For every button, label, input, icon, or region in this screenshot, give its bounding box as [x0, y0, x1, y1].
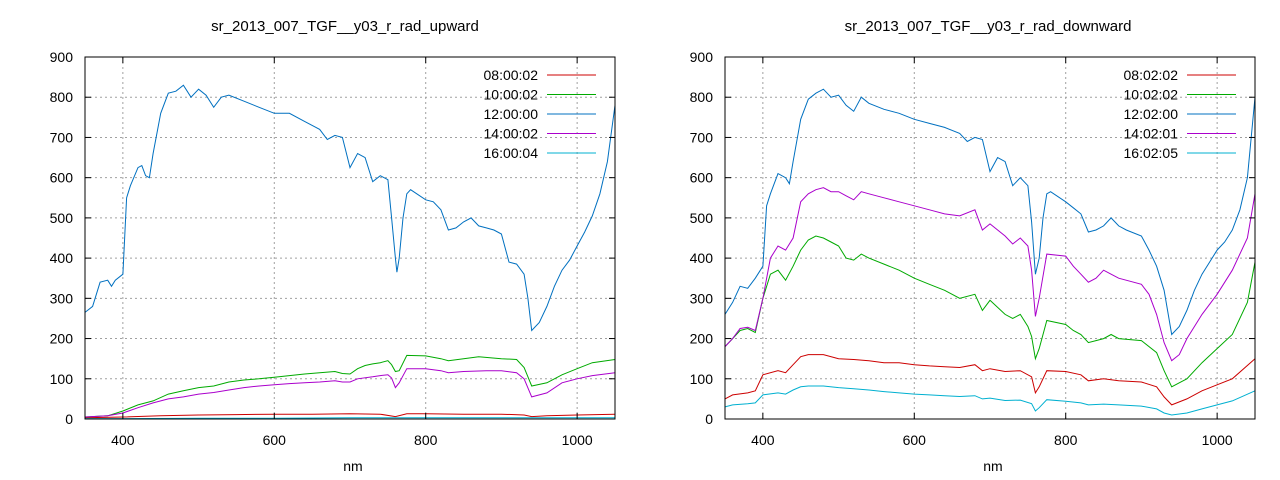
- y-tick-label: 200: [50, 331, 74, 347]
- y-tick-label: 700: [690, 129, 714, 145]
- y-tick-label: 0: [705, 411, 713, 427]
- legend-label: 14:02:01: [1124, 126, 1179, 142]
- legend-label: 16:02:05: [1124, 145, 1179, 161]
- legend-label: 08:00:02: [484, 67, 539, 83]
- x-tick-label: 400: [111, 432, 135, 448]
- y-tick-label: 400: [50, 250, 74, 266]
- plot-frame: [724, 56, 1256, 420]
- plot-frame: [84, 56, 616, 420]
- x-tick-label: 600: [903, 432, 927, 448]
- y-tick-label: 400: [690, 250, 714, 266]
- series-line-16-02-05: [724, 385, 1256, 416]
- series-line-08-02-02: [724, 354, 1256, 406]
- x-tick-label: 800: [414, 432, 438, 448]
- legend-label: 12:02:00: [1124, 106, 1179, 122]
- y-tick-label: 300: [50, 290, 74, 306]
- y-tick-label: 100: [690, 371, 714, 387]
- y-tick-label: 500: [690, 210, 714, 226]
- legend-label: 14:00:02: [484, 126, 539, 142]
- chart-title: sr_2013_007_TGF__y03_r_rad_upward: [211, 18, 479, 35]
- x-tick-label: 1000: [562, 432, 593, 448]
- legend-label: 10:00:02: [484, 87, 539, 103]
- y-tick-label: 300: [690, 290, 714, 306]
- series-line-08-00-02: [84, 413, 616, 419]
- y-tick-label: 100: [50, 371, 74, 387]
- y-tick-label: 700: [50, 129, 74, 145]
- y-tick-label: 800: [690, 89, 714, 105]
- series-line-14-02-01: [724, 187, 1256, 362]
- x-tick-label: 600: [263, 432, 287, 448]
- y-tick-label: 900: [690, 49, 714, 65]
- series-line-10-00-02: [84, 354, 616, 418]
- x-axis-label: nm: [983, 458, 1002, 474]
- x-tick-label: 1000: [1202, 432, 1233, 448]
- legend-label: 12:00:00: [484, 106, 539, 122]
- legend-label: 10:02:02: [1124, 87, 1179, 103]
- x-tick-label: 800: [1054, 432, 1078, 448]
- series-line-14-00-02: [84, 368, 616, 418]
- y-tick-label: 900: [50, 49, 74, 65]
- x-tick-label: 400: [751, 432, 775, 448]
- y-tick-label: 0: [65, 411, 73, 427]
- y-tick-label: 500: [50, 210, 74, 226]
- legend-label: 08:02:02: [1124, 67, 1179, 83]
- series-line-12-02-00: [724, 88, 1256, 336]
- y-tick-label: 600: [50, 170, 74, 186]
- x-axis-label: nm: [343, 458, 362, 474]
- series-line-16-00-04: [85, 417, 615, 420]
- y-tick-label: 600: [690, 170, 714, 186]
- series-line-12-00-00: [84, 84, 616, 332]
- y-tick-label: 200: [690, 331, 714, 347]
- series-line-10-02-02: [724, 235, 1256, 388]
- chart-title: sr_2013_007_TGF__y03_r_rad_downward: [845, 18, 1132, 35]
- legend-label: 16:00:04: [484, 145, 539, 161]
- y-tick-label: 800: [50, 89, 74, 105]
